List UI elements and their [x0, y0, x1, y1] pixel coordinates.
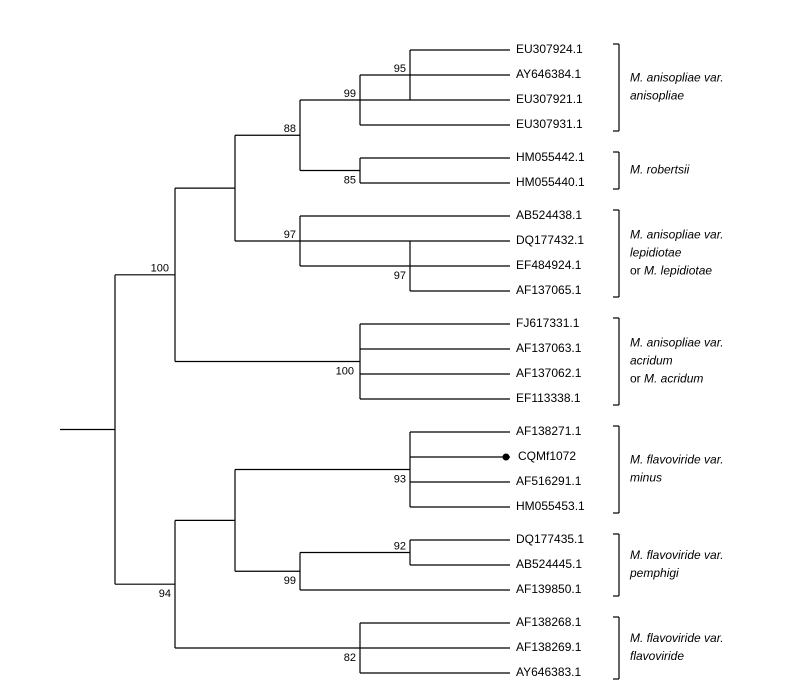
bootstrap-value: 95	[394, 63, 406, 75]
bootstrap-value: 97	[284, 229, 296, 241]
tip-label: EU307924.1	[516, 42, 583, 56]
tip-label: AB524445.1	[516, 557, 582, 571]
clade-label: M. anisopliae var.	[630, 336, 724, 350]
tip-label: AF138271.1	[516, 424, 582, 438]
highlight-marker	[503, 454, 510, 461]
tip-label: HM055442.1	[516, 150, 585, 164]
bootstrap-value: 97	[394, 270, 406, 282]
phylogenetic-tree: EU307924.1 AY646384.1 EU307921.1 EU307931.1…	[0, 0, 800, 693]
clade-label: or M. lepidiotae	[630, 264, 712, 278]
bootstrap-value: 100	[336, 365, 354, 377]
clade-label: minus	[630, 471, 662, 485]
clade-label: anisopliae	[630, 89, 684, 103]
bootstrap-value: 82	[344, 652, 356, 664]
tip-label: CQMf1072	[518, 449, 576, 463]
tip-label: AF137062.1	[516, 366, 582, 380]
tip-label: EU307921.1	[516, 92, 583, 106]
bootstrap-value: 93	[394, 473, 406, 485]
tip-label: AY646383.1	[516, 665, 581, 679]
tip-label: FJ617331.1	[516, 316, 580, 330]
tip-label: EU307931.1	[516, 117, 583, 131]
clade-label: lepidiotae	[630, 246, 682, 260]
bootstrap-value: 85	[344, 174, 356, 186]
tip-label: DQ177435.1	[516, 532, 584, 546]
bootstrap-value: 99	[344, 88, 356, 100]
tip-label: AF139850.1	[516, 582, 582, 596]
bootstrap-value: 100	[151, 263, 169, 275]
tip-label: EF113338.1	[516, 391, 581, 405]
tip-label: HM055453.1	[516, 499, 585, 513]
tip-label: AF516291.1	[516, 474, 582, 488]
clade-label: M. flavoviride var.	[630, 548, 724, 562]
clade-label: M. robertsii	[630, 163, 690, 177]
clade-label: acridum	[630, 354, 673, 368]
bootstrap-value: 94	[159, 588, 171, 600]
bootstrap-value: 92	[394, 540, 406, 552]
tip-label: EF484924.1	[516, 258, 582, 272]
tip-label: DQ177432.1	[516, 233, 584, 247]
tip-label: AF138269.1	[516, 640, 582, 654]
clade-label: M. anisopliae var.	[630, 71, 724, 85]
tip-label: AF138268.1	[516, 615, 582, 629]
clade-label: M. flavoviride var.	[630, 631, 724, 645]
tip-label: AF137063.1	[516, 341, 582, 355]
clade-label: M. flavoviride var.	[630, 453, 724, 467]
clade-label: flavoviride	[630, 649, 684, 663]
tip-label: HM055440.1	[516, 175, 585, 189]
tip-label: AB524438.1	[516, 208, 582, 222]
tip-label: AY646384.1	[516, 67, 581, 81]
clade-label: or M. acridum	[630, 372, 703, 386]
bootstrap-value: 88	[284, 123, 296, 135]
tip-label: AF137065.1	[516, 283, 582, 297]
clade-label: M. anisopliae var.	[630, 228, 724, 242]
clade-label: pemphigi	[629, 566, 679, 580]
bootstrap-value: 99	[284, 575, 296, 587]
